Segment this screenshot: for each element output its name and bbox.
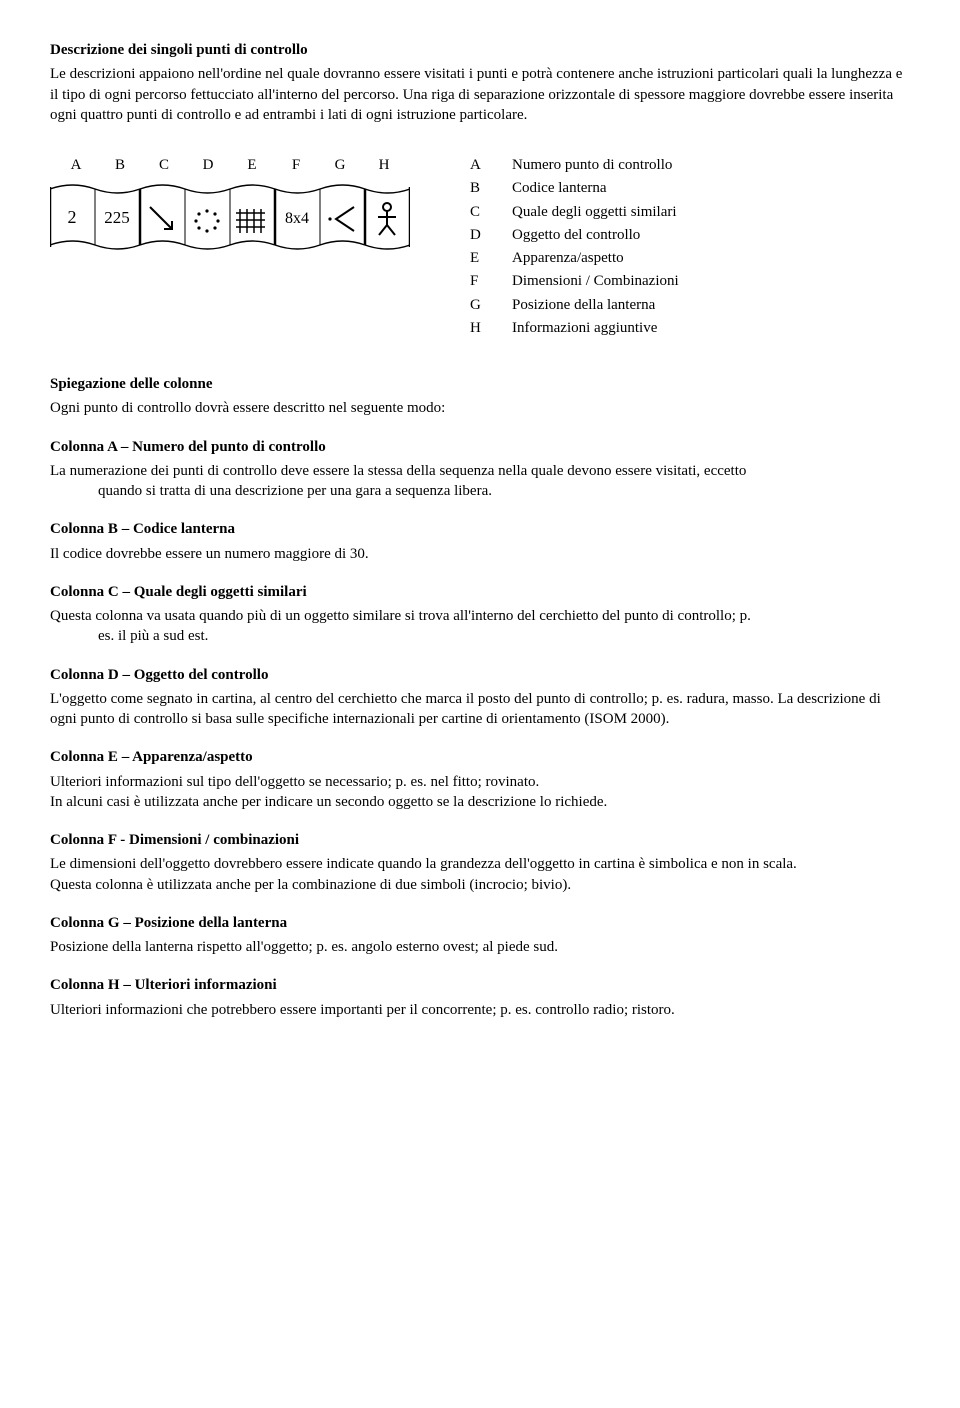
colh-p: Ulteriori informazioni che potrebbero es…	[50, 1000, 910, 1020]
colc-p1: Questa colonna va usata quando più di un…	[50, 606, 910, 626]
legend-val-h: Informazioni aggiuntive	[512, 318, 679, 338]
colg-title: Colonna G – Posizione della lanterna	[50, 913, 910, 933]
legend-key-b: B	[470, 178, 494, 198]
cell-f-text: 8x4	[285, 210, 309, 227]
cole-title: Colonna E – Apparenza/aspetto	[50, 747, 910, 767]
colb-p: Il codice dovrebbe essere un numero magg…	[50, 544, 910, 564]
colg-p: Posizione della lanterna rispetto all'og…	[50, 937, 910, 957]
col-label-c: C	[144, 155, 184, 175]
legend-val-a: Numero punto di controllo	[512, 155, 679, 175]
legend-key-h: H	[470, 318, 494, 338]
col-label-h: H	[364, 155, 404, 175]
legend-key-a: A	[470, 155, 494, 175]
manned-icon	[378, 203, 396, 235]
diagram-container: A B C D E F G H 2	[50, 155, 410, 253]
legend-key-f: F	[470, 271, 494, 291]
cold-p: L'oggetto come segnato in cartina, al ce…	[50, 689, 910, 730]
legend-key-d: D	[470, 225, 494, 245]
ruin-icon	[236, 209, 265, 233]
cole-p2: In alcuni casi è utilizzata anche per in…	[50, 792, 910, 812]
spieg-para: Ogni punto di controllo dovrà essere des…	[50, 398, 910, 418]
colb-title: Colonna B – Codice lanterna	[50, 519, 910, 539]
column-header-labels: A B C D E F G H	[50, 155, 410, 175]
legend-val-e: Apparenza/aspetto	[512, 248, 679, 268]
corner-icon	[328, 207, 354, 231]
col-label-a: A	[56, 155, 96, 175]
intro-title: Descrizione dei singoli punti di control…	[50, 40, 910, 60]
legend-val-c: Quale degli oggetti similari	[512, 202, 679, 222]
col-label-g: G	[320, 155, 360, 175]
col-label-b: B	[100, 155, 140, 175]
colf-p2: Questa colonna è utilizzata anche per la…	[50, 875, 910, 895]
arrow-se-icon	[150, 207, 172, 229]
clearing-icon	[194, 210, 219, 233]
legend: A Numero punto di controllo B Codice lan…	[470, 155, 679, 338]
colf-title: Colonna F - Dimensioni / combinazioni	[50, 830, 910, 850]
cola-title: Colonna A – Numero del punto di controll…	[50, 437, 910, 457]
legend-key-e: E	[470, 248, 494, 268]
colc-p2: es. il più a sud est.	[50, 626, 910, 646]
legend-val-d: Oggetto del controllo	[512, 225, 679, 245]
cold-title: Colonna D – Oggetto del controllo	[50, 665, 910, 685]
spieg-title: Spiegazione delle colonne	[50, 374, 910, 394]
col-label-e: E	[232, 155, 272, 175]
legend-val-b: Codice lanterna	[512, 178, 679, 198]
legend-val-f: Dimensioni / Combinazioni	[512, 271, 679, 291]
cola-p1: La numerazione dei punti di controllo de…	[50, 461, 910, 481]
control-description-diagram: 2 225	[50, 181, 410, 253]
col-label-d: D	[188, 155, 228, 175]
colc-title: Colonna C – Quale degli oggetti similari	[50, 582, 910, 602]
colf-p1: Le dimensioni dell'oggetto dovrebbero es…	[50, 854, 910, 874]
colh-title: Colonna H – Ulteriori informazioni	[50, 975, 910, 995]
col-label-f: F	[276, 155, 316, 175]
legend-key-c: C	[470, 202, 494, 222]
legend-val-g: Posizione della lanterna	[512, 295, 679, 315]
cola-p2: quando si tratta di una descrizione per …	[50, 481, 910, 501]
cell-a-text: 2	[68, 207, 77, 227]
cole-p1: Ulteriori informazioni sul tipo dell'ogg…	[50, 772, 910, 792]
intro-para: Le descrizioni appaiono nell'ordine nel …	[50, 64, 910, 125]
legend-key-g: G	[470, 295, 494, 315]
cell-b-text: 225	[104, 208, 130, 227]
diagram-legend-row: A B C D E F G H 2	[50, 155, 910, 338]
